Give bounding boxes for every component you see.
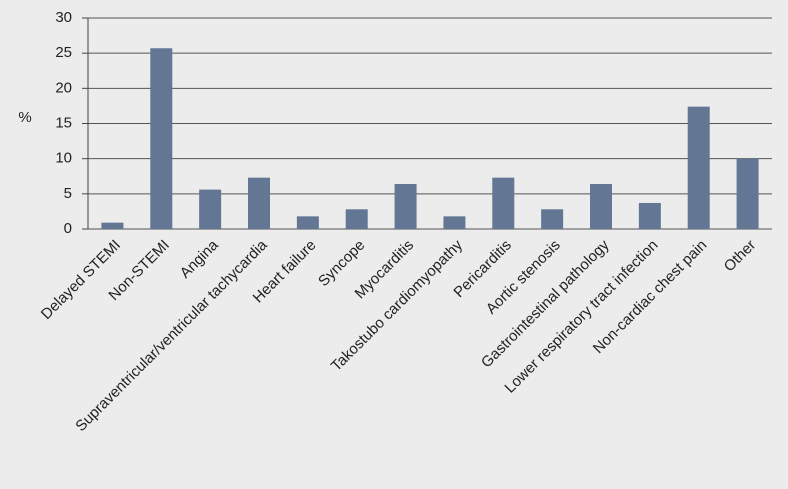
y-tick-label: 30 bbox=[55, 9, 72, 26]
bar bbox=[150, 48, 173, 229]
bar bbox=[394, 183, 417, 229]
y-tick-label: 5 bbox=[64, 185, 72, 202]
bar bbox=[541, 209, 564, 229]
bar bbox=[296, 216, 319, 229]
y-tick-label: 25 bbox=[55, 44, 72, 61]
bar bbox=[638, 202, 661, 229]
bar bbox=[345, 209, 368, 229]
bar bbox=[492, 177, 515, 229]
y-tick-label: 0 bbox=[64, 220, 72, 237]
y-tick-label: 15 bbox=[55, 114, 72, 131]
bar bbox=[248, 177, 270, 229]
bar bbox=[687, 106, 710, 229]
y-tick-label: 10 bbox=[55, 150, 72, 167]
bar bbox=[443, 216, 466, 229]
bar bbox=[736, 158, 759, 229]
y-tick-label: 20 bbox=[55, 79, 72, 96]
y-axis-label: % bbox=[18, 109, 31, 126]
bar bbox=[199, 189, 222, 229]
bar bbox=[590, 183, 612, 229]
bar bbox=[101, 222, 124, 229]
